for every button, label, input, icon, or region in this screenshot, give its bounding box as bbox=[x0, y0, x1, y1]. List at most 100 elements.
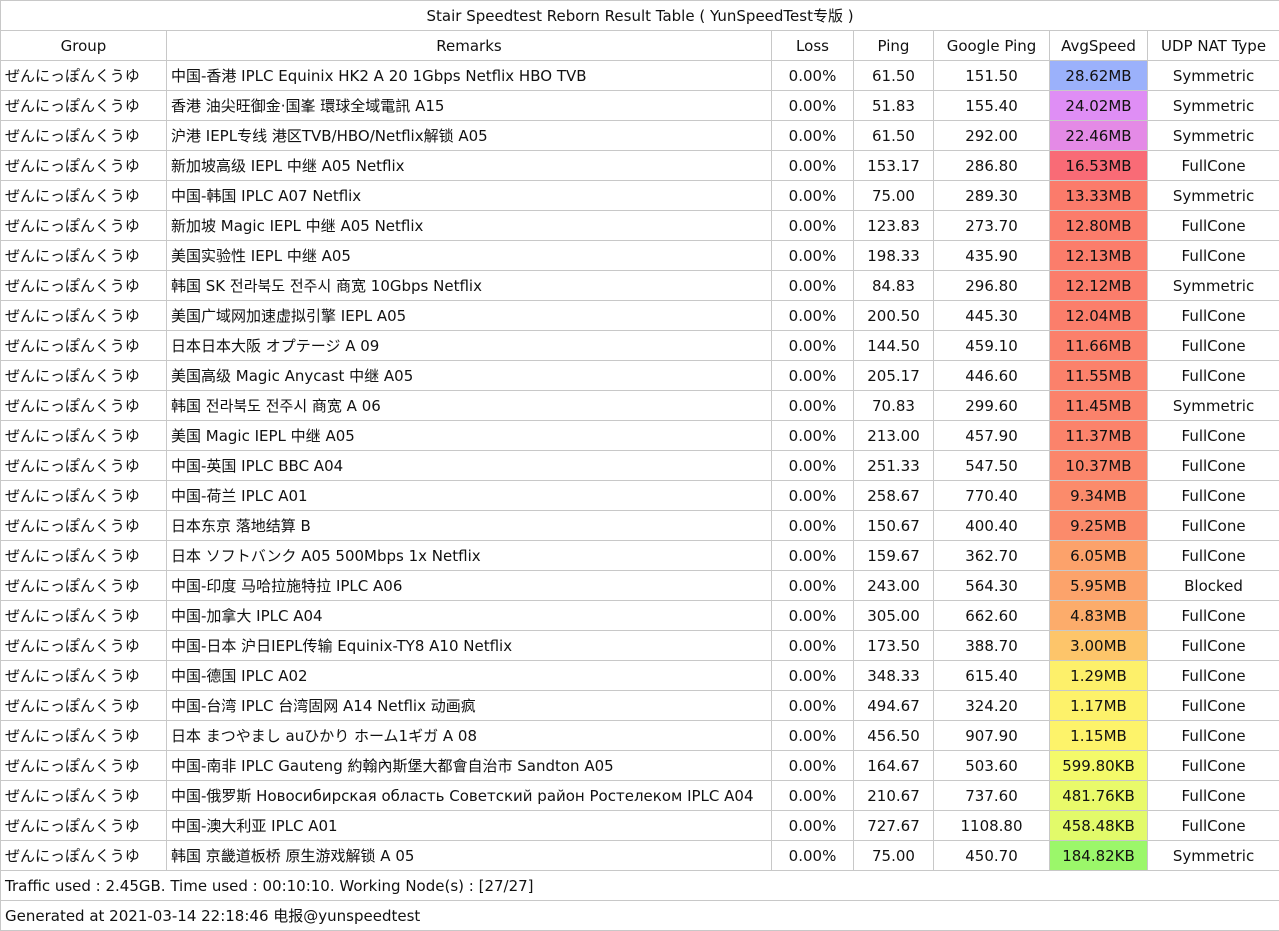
cell-remarks: 沪港 IEPL专线 港区TVB/HBO/Netflix解锁 A05 bbox=[167, 121, 772, 151]
cell-remarks: 美国高级 Magic Anycast 中继 A05 bbox=[167, 361, 772, 391]
cell-group: ぜんにっぽんくうゆ bbox=[1, 631, 167, 661]
cell-avg-speed: 12.80MB bbox=[1050, 211, 1148, 241]
cell-google-ping: 151.50 bbox=[934, 61, 1050, 91]
cell-udp-nat-type: FullCone bbox=[1148, 751, 1279, 781]
cell-avg-speed: 6.05MB bbox=[1050, 541, 1148, 571]
cell-group: ぜんにっぽんくうゆ bbox=[1, 841, 167, 871]
header-ping: Ping bbox=[854, 31, 934, 61]
cell-google-ping: 435.90 bbox=[934, 241, 1050, 271]
cell-loss: 0.00% bbox=[772, 121, 854, 151]
cell-udp-nat-type: Symmetric bbox=[1148, 61, 1279, 91]
cell-udp-nat-type: Symmetric bbox=[1148, 181, 1279, 211]
cell-group: ぜんにっぽんくうゆ bbox=[1, 721, 167, 751]
cell-group: ぜんにっぽんくうゆ bbox=[1, 781, 167, 811]
cell-google-ping: 324.20 bbox=[934, 691, 1050, 721]
cell-udp-nat-type: FullCone bbox=[1148, 781, 1279, 811]
cell-avg-speed: 12.12MB bbox=[1050, 271, 1148, 301]
cell-ping: 61.50 bbox=[854, 61, 934, 91]
cell-loss: 0.00% bbox=[772, 781, 854, 811]
cell-ping: 494.67 bbox=[854, 691, 934, 721]
cell-loss: 0.00% bbox=[772, 391, 854, 421]
cell-loss: 0.00% bbox=[772, 361, 854, 391]
cell-google-ping: 296.80 bbox=[934, 271, 1050, 301]
cell-ping: 213.00 bbox=[854, 421, 934, 451]
cell-remarks: 中国-英国 IPLC BBC A04 bbox=[167, 451, 772, 481]
cell-loss: 0.00% bbox=[772, 241, 854, 271]
cell-remarks: 中国-加拿大 IPLC A04 bbox=[167, 601, 772, 631]
cell-avg-speed: 28.62MB bbox=[1050, 61, 1148, 91]
cell-avg-speed: 11.66MB bbox=[1050, 331, 1148, 361]
cell-group: ぜんにっぽんくうゆ bbox=[1, 751, 167, 781]
header-google-ping: Google Ping bbox=[934, 31, 1050, 61]
cell-udp-nat-type: FullCone bbox=[1148, 661, 1279, 691]
header-loss: Loss bbox=[772, 31, 854, 61]
cell-google-ping: 459.10 bbox=[934, 331, 1050, 361]
cell-remarks: 新加坡高级 IEPL 中继 A05 Netflix bbox=[167, 151, 772, 181]
cell-google-ping: 286.80 bbox=[934, 151, 1050, 181]
cell-loss: 0.00% bbox=[772, 181, 854, 211]
traffic-summary: Traffic used : 2.45GB. Time used : 00:10… bbox=[1, 871, 1279, 901]
cell-ping: 84.83 bbox=[854, 271, 934, 301]
cell-remarks: 中国-澳大利亚 IPLC A01 bbox=[167, 811, 772, 841]
cell-avg-speed: 458.48KB bbox=[1050, 811, 1148, 841]
cell-udp-nat-type: FullCone bbox=[1148, 331, 1279, 361]
cell-avg-speed: 11.45MB bbox=[1050, 391, 1148, 421]
cell-group: ぜんにっぽんくうゆ bbox=[1, 121, 167, 151]
cell-remarks: 韩国 전라북도 전주시 商宽 A 06 bbox=[167, 391, 772, 421]
cell-ping: 205.17 bbox=[854, 361, 934, 391]
cell-remarks: 中国-台湾 IPLC 台湾固网 A14 Netflix 动画疯 bbox=[167, 691, 772, 721]
cell-remarks: 香港 油尖旺御金·国峯 環球全域電訊 A15 bbox=[167, 91, 772, 121]
cell-udp-nat-type: FullCone bbox=[1148, 631, 1279, 661]
cell-remarks: 韩国 SK 전라북도 전주시 商宽 10Gbps Netflix bbox=[167, 271, 772, 301]
cell-udp-nat-type: FullCone bbox=[1148, 241, 1279, 271]
cell-avg-speed: 9.34MB bbox=[1050, 481, 1148, 511]
cell-group: ぜんにっぽんくうゆ bbox=[1, 91, 167, 121]
cell-loss: 0.00% bbox=[772, 211, 854, 241]
cell-loss: 0.00% bbox=[772, 301, 854, 331]
cell-group: ぜんにっぽんくうゆ bbox=[1, 541, 167, 571]
cell-google-ping: 564.30 bbox=[934, 571, 1050, 601]
cell-remarks: 中国-德国 IPLC A02 bbox=[167, 661, 772, 691]
cell-remarks: 中国-印度 马哈拉施特拉 IPLC A06 bbox=[167, 571, 772, 601]
table-row: ぜんにっぽんくうゆ中国-俄罗斯 Новосибирская область Со… bbox=[1, 781, 1279, 811]
cell-avg-speed: 5.95MB bbox=[1050, 571, 1148, 601]
cell-udp-nat-type: FullCone bbox=[1148, 451, 1279, 481]
cell-udp-nat-type: FullCone bbox=[1148, 421, 1279, 451]
cell-avg-speed: 1.15MB bbox=[1050, 721, 1148, 751]
cell-udp-nat-type: FullCone bbox=[1148, 721, 1279, 751]
cell-remarks: 中国-荷兰 IPLC A01 bbox=[167, 481, 772, 511]
header-udp-nat-type: UDP NAT Type bbox=[1148, 31, 1279, 61]
cell-udp-nat-type: Symmetric bbox=[1148, 841, 1279, 871]
cell-avg-speed: 22.46MB bbox=[1050, 121, 1148, 151]
cell-avg-speed: 4.83MB bbox=[1050, 601, 1148, 631]
cell-google-ping: 388.70 bbox=[934, 631, 1050, 661]
cell-udp-nat-type: FullCone bbox=[1148, 511, 1279, 541]
cell-udp-nat-type: FullCone bbox=[1148, 601, 1279, 631]
cell-group: ぜんにっぽんくうゆ bbox=[1, 151, 167, 181]
cell-remarks: 日本日本大阪 オプテージ A 09 bbox=[167, 331, 772, 361]
table-row: ぜんにっぽんくうゆ日本 ソフトバンク A05 500Mbps 1x Netfli… bbox=[1, 541, 1279, 571]
cell-remarks: 美国实验性 IEPL 中继 A05 bbox=[167, 241, 772, 271]
cell-google-ping: 450.70 bbox=[934, 841, 1050, 871]
cell-remarks: 日本 ソフトバンク A05 500Mbps 1x Netflix bbox=[167, 541, 772, 571]
cell-google-ping: 547.50 bbox=[934, 451, 1050, 481]
cell-remarks: 美国 Magic IEPL 中继 A05 bbox=[167, 421, 772, 451]
cell-ping: 123.83 bbox=[854, 211, 934, 241]
table-row: ぜんにっぽんくうゆ韩国 SK 전라북도 전주시 商宽 10Gbps Netfli… bbox=[1, 271, 1279, 301]
cell-ping: 198.33 bbox=[854, 241, 934, 271]
generated-timestamp: Generated at 2021-03-14 22:18:46 电报@yuns… bbox=[1, 901, 1279, 931]
cell-udp-nat-type: FullCone bbox=[1148, 211, 1279, 241]
cell-loss: 0.00% bbox=[772, 631, 854, 661]
cell-google-ping: 615.40 bbox=[934, 661, 1050, 691]
